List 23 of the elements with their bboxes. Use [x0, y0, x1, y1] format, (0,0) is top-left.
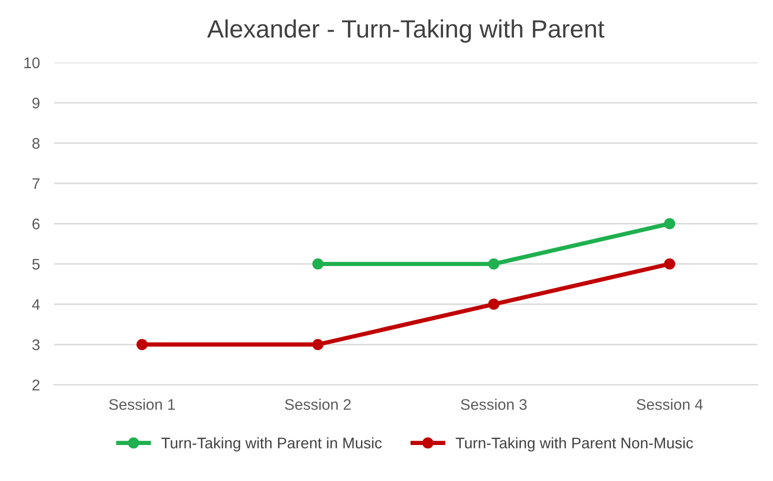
- legend-label: Turn-Taking with Parent in Music: [161, 437, 382, 452]
- point: [488, 298, 500, 310]
- point: [664, 218, 676, 230]
- y-tick-label: 10: [24, 57, 40, 68]
- y-tick-label: 2: [32, 380, 40, 390]
- point: [312, 258, 324, 270]
- legend-label: Turn-Taking with Parent Non-Music: [456, 437, 693, 452]
- x-tick-label: Session 2: [285, 398, 351, 410]
- y-tick-label: 4: [32, 299, 40, 310]
- y-tick-label: 8: [32, 138, 40, 149]
- y-tick-label: 5: [32, 258, 40, 270]
- y-tick-label: 6: [32, 218, 40, 230]
- x-tick-label: Session 3: [460, 398, 527, 410]
- x-tick-label: Session 1: [109, 398, 175, 410]
- y-tick-label: 7: [32, 178, 40, 189]
- x-tick-label: Session 4: [636, 398, 703, 410]
- point: [488, 258, 500, 270]
- y-tick-label: 3: [32, 339, 40, 350]
- chart-title: Alexander - Turn-Taking with Parent: [207, 19, 604, 43]
- y-tick-label: 9: [32, 98, 40, 108]
- point: [664, 258, 676, 270]
- point: [312, 338, 324, 350]
- point: [136, 338, 148, 350]
